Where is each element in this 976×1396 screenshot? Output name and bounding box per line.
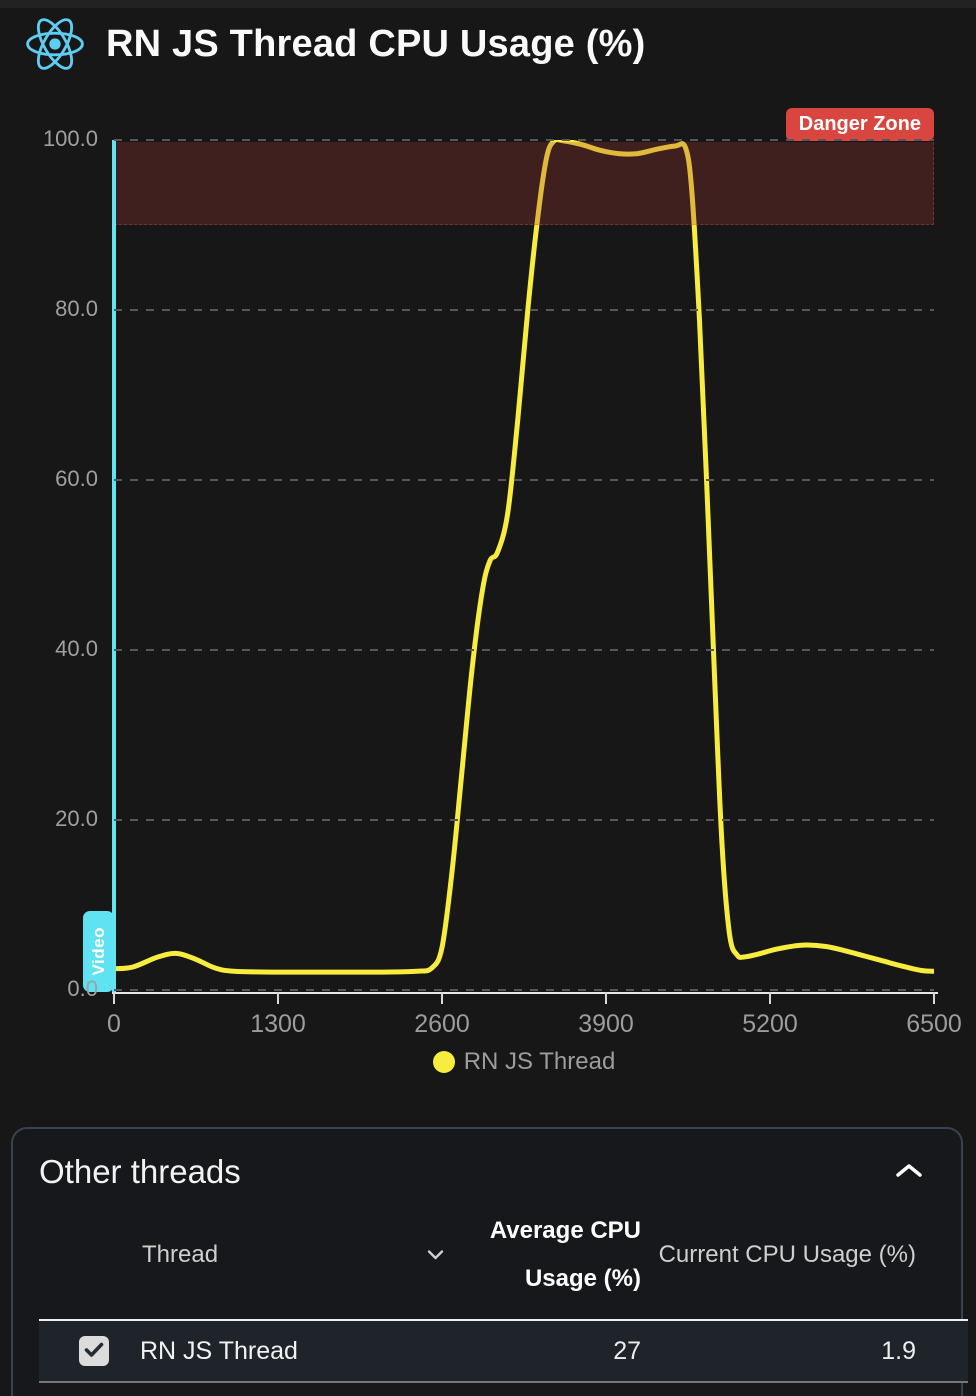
x-axis-label: 1300: [250, 1010, 306, 1038]
x-axis-tick: [769, 992, 771, 1004]
table-row[interactable]: RN JS Thread 27 1.9: [39, 1321, 968, 1383]
thread-cell: RN JS Thread: [39, 1336, 458, 1366]
gridline-y-60: [114, 479, 934, 481]
thread-checkbox[interactable]: [79, 1336, 109, 1366]
x-axis-label: 0: [107, 1010, 121, 1038]
panel-title: Other threads: [39, 1153, 241, 1190]
current-cpu-value: 1.9: [881, 1336, 916, 1365]
gridline-y-100: [114, 139, 934, 141]
cpu-usage-line-chart: [114, 140, 934, 975]
video-marker-line: [112, 140, 116, 992]
x-axis-line: [112, 992, 938, 994]
danger-zone-label: Danger Zone: [798, 113, 921, 135]
x-axis-tick: [933, 992, 935, 1004]
y-axis-label: 40.0: [55, 636, 98, 661]
danger-zone-badge: Danger Zone: [785, 108, 934, 141]
x-axis-tick: [441, 992, 443, 1004]
legend-label: RN JS Thread: [463, 1048, 616, 1075]
legend-dot-icon: [432, 1051, 455, 1073]
x-axis-label: 6500: [906, 1010, 962, 1038]
y-axis-label: 20.0: [55, 806, 98, 831]
column-header-average-cpu: Average CPU Usage (%): [489, 1217, 641, 1292]
top-strip: [0, 0, 976, 8]
gridline-y-40: [114, 649, 934, 651]
panel-header: Other threads: [13, 1129, 961, 1191]
video-marker-label: Video: [83, 911, 114, 992]
column-header-current-cpu: Current CPU Usage (%): [658, 1241, 916, 1268]
x-axis-tick: [113, 992, 115, 1004]
x-axis-label: 5200: [742, 1010, 798, 1038]
y-axis-label: 0.0: [67, 976, 98, 1001]
table-header-row: Thread Average CPU Usage (%) Current CPU…: [39, 1191, 968, 1319]
gridline-y-0: [114, 989, 934, 991]
checkmark-icon: [84, 1342, 104, 1361]
react-logo-icon: [24, 14, 86, 74]
y-axis-label: 80.0: [55, 296, 98, 321]
x-axis-label: 2600: [414, 1010, 470, 1038]
column-header-thread[interactable]: Thread: [39, 1231, 458, 1279]
x-axis-tick: [277, 992, 279, 1004]
thread-column-label: Thread: [142, 1241, 219, 1268]
page-title: RN JS Thread CPU Usage (%): [106, 22, 646, 65]
x-axis-label: 3900: [578, 1010, 634, 1038]
gridline-y-20: [114, 819, 934, 821]
collapse-panel-button[interactable]: [891, 1159, 927, 1186]
y-axis-label: 60.0: [55, 466, 98, 491]
video-marker-text: Video: [88, 927, 108, 976]
x-axis-tick: [605, 992, 607, 1004]
table-header-divider: [39, 1319, 968, 1321]
average-cpu-value: 27: [613, 1336, 641, 1365]
other-threads-panel: Other threads Thread: [11, 1127, 968, 1396]
chevron-up-icon: [895, 1163, 923, 1182]
chart-legend[interactable]: RN JS Thread: [114, 1048, 934, 1076]
thread-name: RN JS Thread: [140, 1336, 298, 1365]
header: RN JS Thread CPU Usage (%): [24, 14, 645, 74]
chevron-down-icon[interactable]: [427, 1250, 444, 1261]
threads-table: Thread Average CPU Usage (%) Current CPU…: [39, 1191, 968, 1383]
y-axis-label: 100.0: [42, 126, 98, 151]
gridline-y-80: [114, 309, 934, 311]
